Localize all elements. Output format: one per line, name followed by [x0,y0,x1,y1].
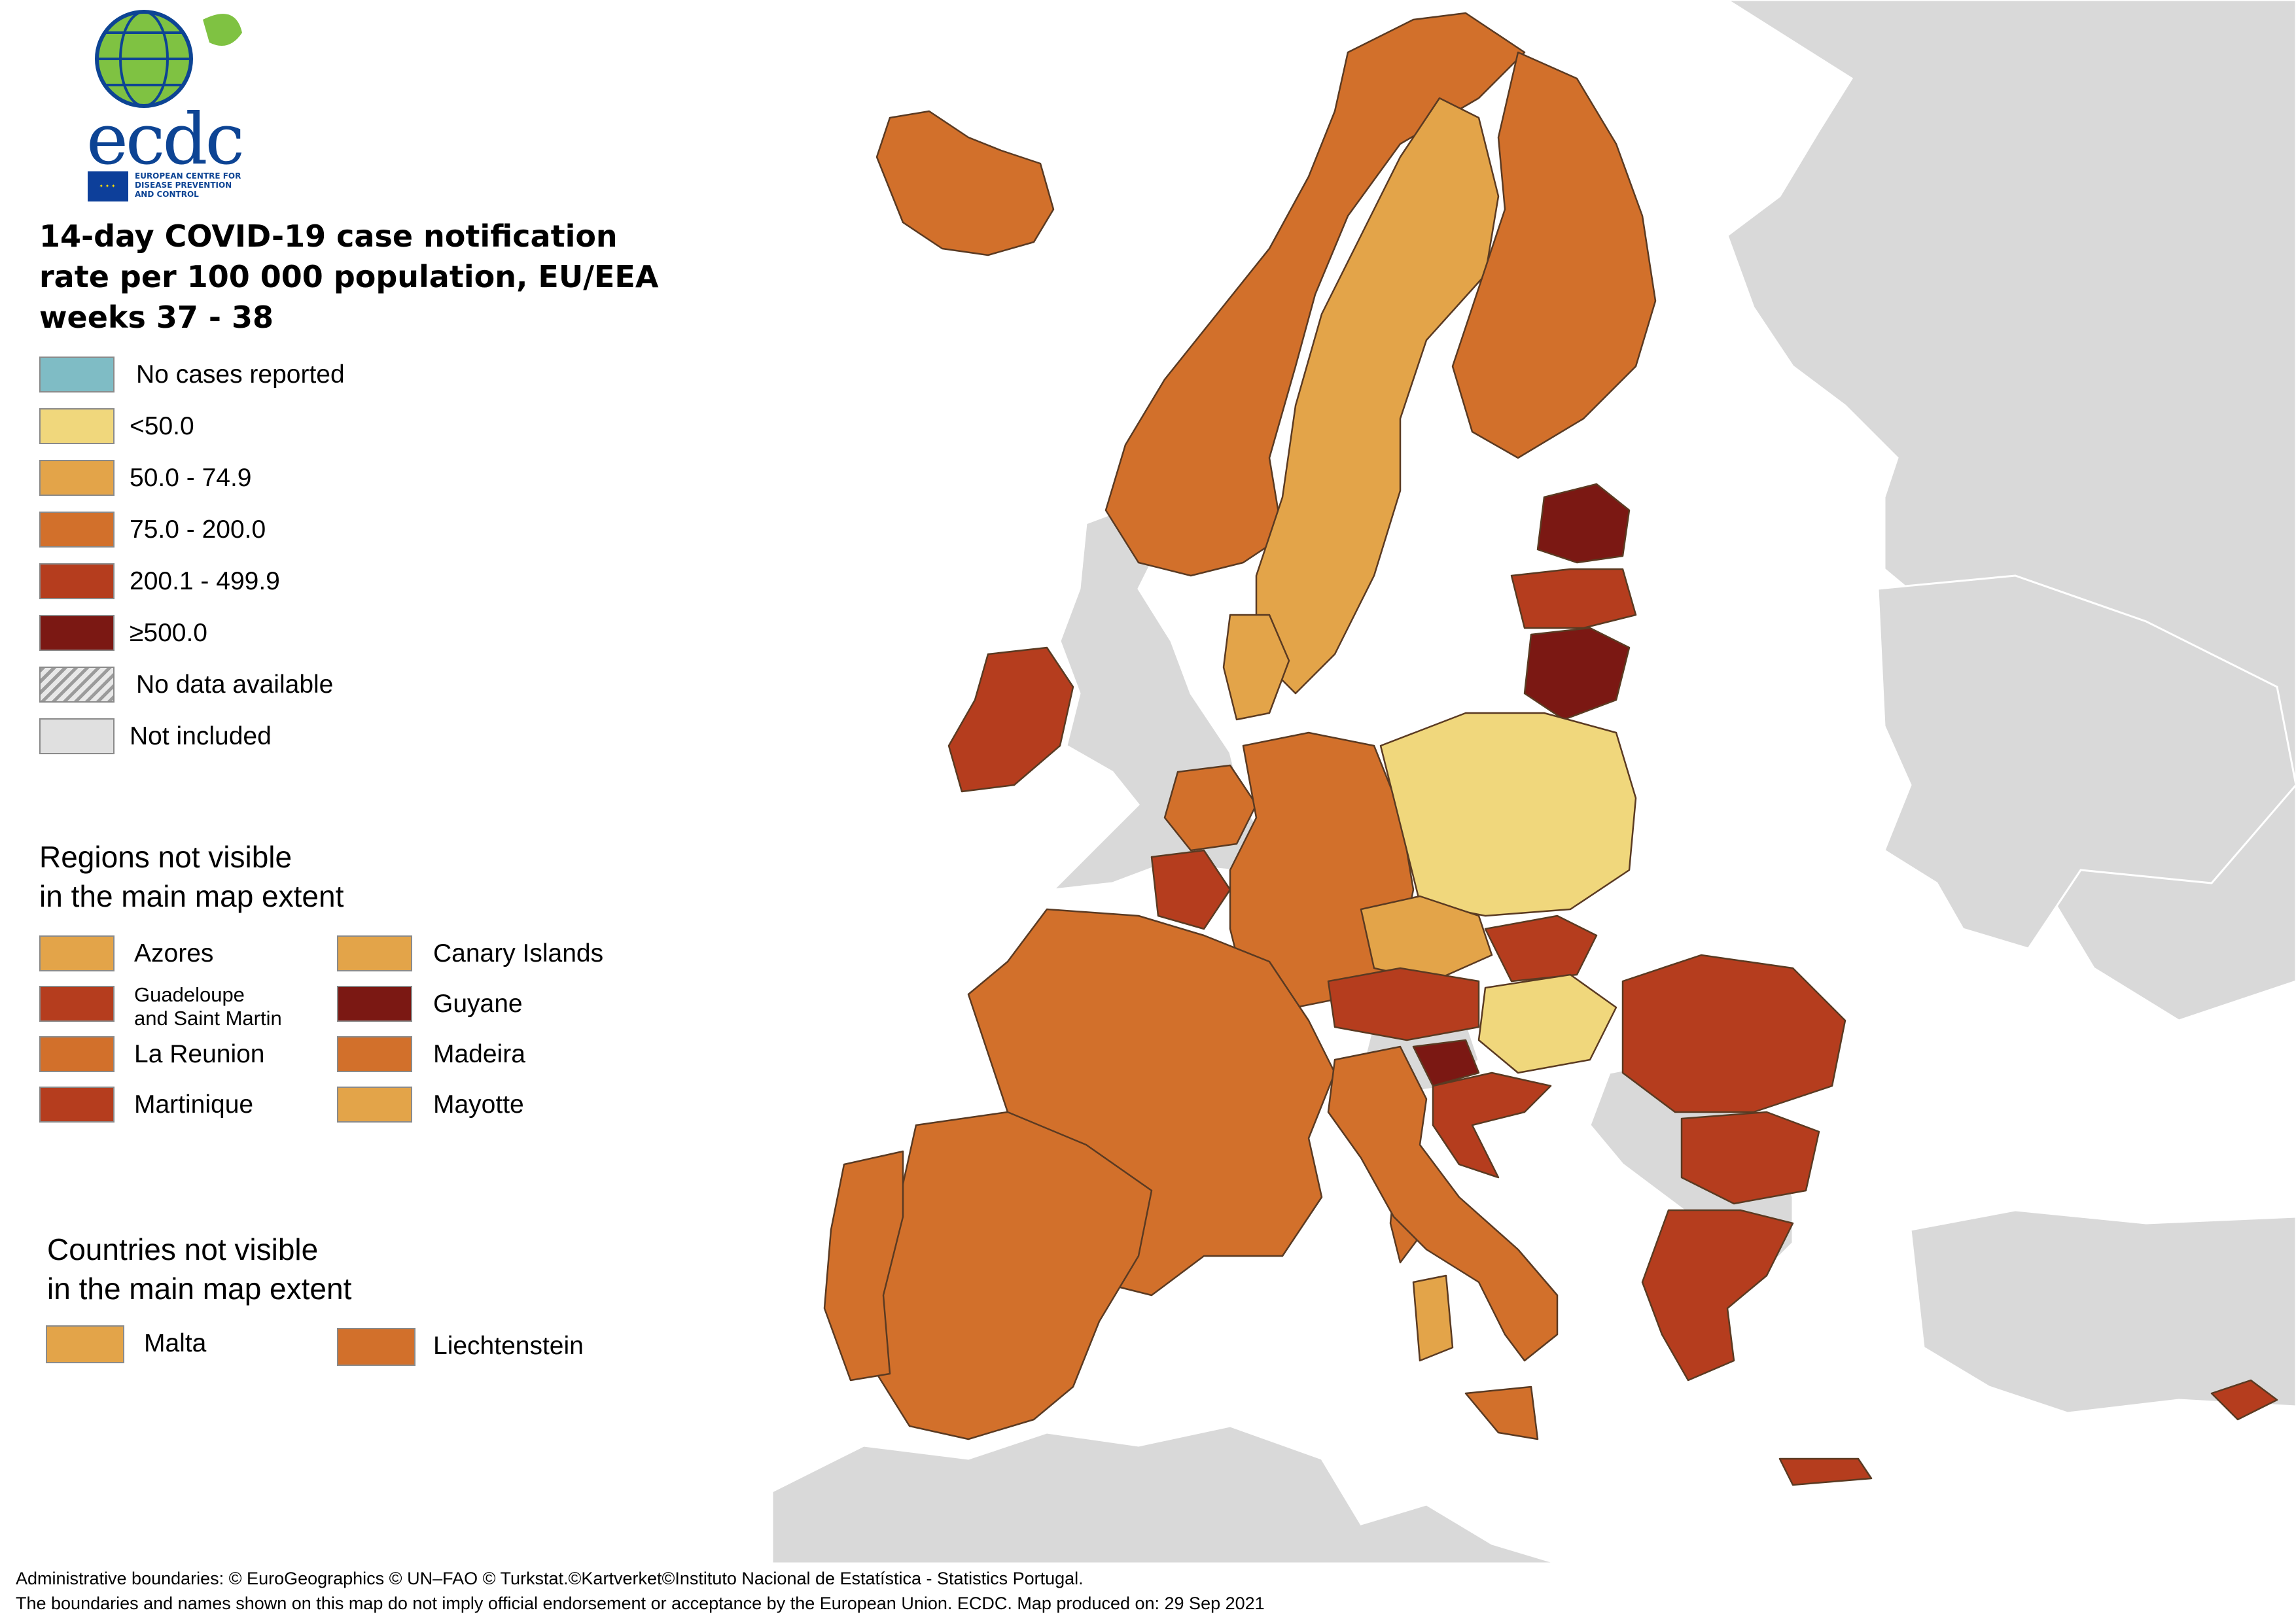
region-hungary [1477,973,1617,1074]
region-czechia [1360,895,1493,983]
legend-swatch [337,1036,412,1072]
region-belgium [1150,849,1231,930]
legend-swatch [39,512,115,548]
legend-swatch [39,357,115,392]
map-title-line2: rate per 100 000 population, EU/EEA [39,259,659,294]
region-netherlands [1163,764,1258,852]
logo-wordmark: ecdc [86,99,245,181]
land-turkey [1909,1209,2296,1414]
legend-swatch [337,1087,412,1123]
region-sardinia [1412,1274,1454,1362]
region-slovenia [1412,1039,1480,1087]
legend-swatch [39,718,115,754]
footer-line2: The boundaries and names shown on this m… [16,1594,1265,1613]
region-sicily [1464,1386,1539,1440]
legend-swatch-hatched [39,667,115,703]
map-title-line1: 14-day COVID-19 case notification [39,218,618,254]
eu-eea-regions [823,12,2278,1486]
region-croatia [1432,1072,1552,1179]
region-latvia [1510,568,1637,629]
region-cyprus [2210,1379,2278,1421]
legend-swatch [39,460,115,496]
legend-swatch [39,408,115,444]
legend-swatch [337,935,412,971]
choropleth-map [772,0,2296,1563]
region-estonia [1536,483,1631,564]
footer-line1: Administrative boundaries: © EuroGeograp… [16,1569,1084,1588]
legend-swatch [337,1328,415,1366]
regions-heading: Regions not visible in the main map exte… [39,840,344,913]
region-crete [1778,1457,1873,1486]
region-denmark [1222,614,1290,721]
not-included-land [772,0,2296,1563]
region-bulgaria [1680,1111,1820,1205]
land-north-africa [772,1425,1558,1563]
region-iceland [875,110,1055,256]
legend-swatch [46,1325,124,1363]
region-spain [869,1111,1153,1440]
map-title-line3: weeks 37 - 38 [39,300,274,335]
legend-swatch [39,1087,115,1123]
region-slovakia [1484,915,1598,983]
map-title: 14-day COVID-19 case notification rate p… [39,216,694,338]
region-italy [1327,1045,1559,1362]
legend-swatch [39,563,115,599]
region-romania [1621,954,1846,1113]
legend-swatch [39,986,115,1022]
eu-flag-icon: ✦ ✦ ✦ [88,171,128,201]
region-lithuania [1523,627,1631,721]
region-ireland [947,646,1074,793]
countries-heading: Countries not visible in the main map ex… [47,1232,352,1306]
logo-org-name: EUROPEAN CENTRE FOR DISEASE PREVENTION A… [135,171,241,199]
globe-icon [95,10,242,108]
ecdc-logo: ecdc ✦ ✦ ✦ EUROPEAN CENTRE FOR DISEASE P… [39,7,275,203]
region-norway [1104,12,1526,577]
map-svg [772,0,2296,1563]
region-austria [1327,967,1480,1041]
region-poland [1379,712,1637,917]
legend-swatch [39,935,115,971]
region-finland [1451,51,1657,459]
region-portugal [823,1150,904,1382]
legend-swatch [39,615,115,651]
footer-attribution: Administrative boundaries: © EuroGeograp… [16,1566,1521,1616]
legend-swatch [337,986,412,1022]
land-ukraine-belarus [1877,574,2296,950]
region-greece [1641,1209,1794,1382]
legend-swatch [39,1036,115,1072]
